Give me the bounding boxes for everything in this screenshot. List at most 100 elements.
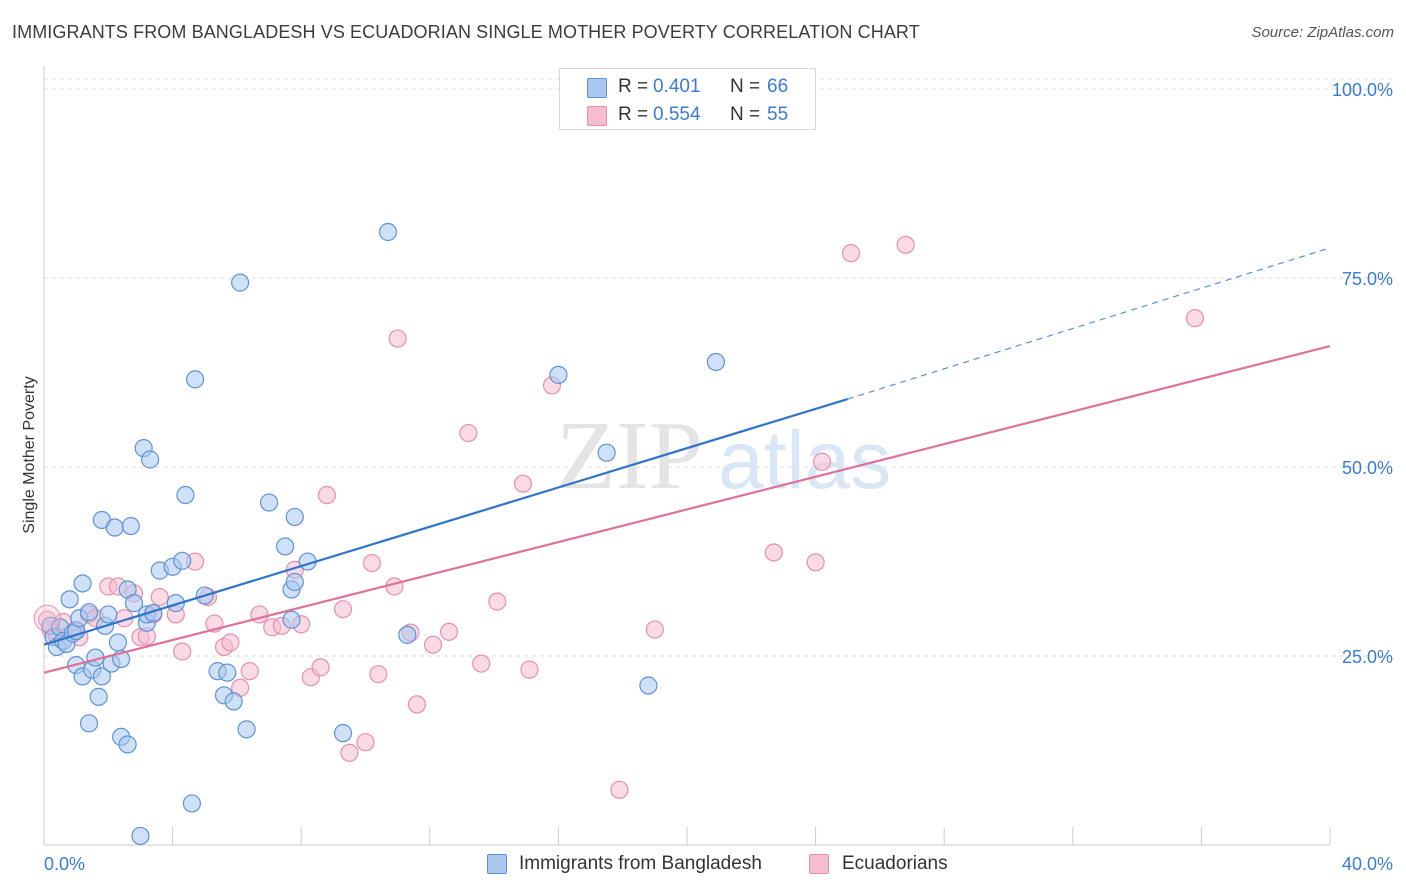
point-ecuadorian xyxy=(645,620,664,639)
legend-row-bangladesh: R = 0.401 N = 66 xyxy=(560,72,815,100)
legend-swatch-pink xyxy=(809,854,829,874)
point-bangladesh xyxy=(105,518,124,537)
point-bangladesh xyxy=(333,724,353,743)
point-ecuadorian xyxy=(472,654,491,673)
point-bangladesh xyxy=(186,370,205,389)
watermark-zip: ZIP xyxy=(556,402,703,510)
point-ecuadorian xyxy=(340,743,359,762)
point-bangladesh xyxy=(237,720,256,739)
point-bangladesh xyxy=(131,826,150,846)
legend-n-label: N = xyxy=(730,104,761,125)
point-ecuadorian xyxy=(806,553,825,572)
point-bangladesh xyxy=(89,687,108,706)
legend-swatch-pink xyxy=(587,106,607,126)
source-credit: Source: ZipAtlas.com xyxy=(1251,24,1394,41)
point-bangladesh xyxy=(166,594,185,613)
y-tick-label: 50.0% xyxy=(1342,458,1393,478)
point-bangladesh xyxy=(639,676,658,695)
point-bangladesh xyxy=(378,222,398,242)
point-bangladesh xyxy=(706,352,726,372)
correlation-legend: R = 0.401 N = 66 R = 0.554 N = 55 xyxy=(559,68,816,130)
point-bangladesh xyxy=(79,603,99,622)
point-ecuadorian xyxy=(150,587,169,607)
legend-swatch-blue xyxy=(487,854,507,874)
point-ecuadorian xyxy=(173,642,192,661)
point-bangladesh xyxy=(108,633,128,652)
point-ecuadorian xyxy=(764,543,783,562)
point-ecuadorian xyxy=(385,577,404,596)
point-ecuadorian xyxy=(333,600,353,619)
point-bangladesh xyxy=(118,735,137,754)
point-ecuadorian xyxy=(388,329,407,348)
point-ecuadorian xyxy=(841,244,861,263)
legend-r-label: R = xyxy=(618,104,649,125)
legend-row-ecuadorians: R = 0.554 N = 55 xyxy=(560,100,815,128)
point-bangladesh xyxy=(121,516,140,536)
series-legend: Immigrants from Bangladesh Ecuadorians xyxy=(0,852,1406,878)
chart-title: IMMIGRANTS FROM BANGLADESH VS ECUADORIAN… xyxy=(12,22,920,42)
data-points xyxy=(33,222,1205,846)
point-ecuadorian xyxy=(317,485,337,505)
legend-r-label: R = xyxy=(618,76,649,97)
x-tick-label: 0.0% xyxy=(44,854,85,874)
point-ecuadorian xyxy=(221,633,240,652)
watermark: ZIP atlas xyxy=(556,402,891,510)
point-bangladesh xyxy=(285,572,304,592)
point-bangladesh xyxy=(140,450,160,469)
point-bangladesh xyxy=(398,625,417,644)
trend-lines xyxy=(43,247,1331,674)
x-tick-label: 40.0% xyxy=(1342,854,1393,874)
point-bangladesh xyxy=(182,794,201,813)
point-ecuadorian xyxy=(459,423,478,443)
point-bangladesh xyxy=(60,590,79,609)
y-tick-label: 100.0% xyxy=(1332,80,1393,100)
point-bangladesh xyxy=(259,493,279,512)
point-ecuadorian xyxy=(896,235,915,254)
point-ecuadorian xyxy=(311,658,330,677)
point-bangladesh xyxy=(176,485,195,505)
point-ecuadorian xyxy=(423,635,443,654)
tick-labels: 25.0% 50.0% 75.0% 100.0% 0.0% 40.0% xyxy=(44,80,1393,874)
point-ecuadorian xyxy=(33,604,61,632)
point-ecuadorian xyxy=(407,695,427,714)
point-ecuadorian xyxy=(488,592,507,611)
point-ecuadorian xyxy=(1185,309,1205,328)
point-bangladesh xyxy=(73,574,92,593)
axes xyxy=(43,66,1331,846)
y-tick-label: 75.0% xyxy=(1342,269,1393,289)
trend-line-bangladesh-extension xyxy=(847,247,1331,400)
point-bangladesh xyxy=(285,507,304,527)
point-ecuadorian xyxy=(610,780,629,799)
point-bangladesh xyxy=(549,365,568,384)
point-bangladesh xyxy=(276,537,295,556)
point-bangladesh xyxy=(597,443,616,462)
legend-n-value: 55 xyxy=(767,104,789,125)
legend-n-label: N = xyxy=(730,76,761,97)
watermark-atlas: atlas xyxy=(718,415,891,506)
point-ecuadorian xyxy=(812,452,832,471)
point-bangladesh xyxy=(99,605,118,624)
trend-line-bangladesh xyxy=(43,397,849,646)
point-bangladesh xyxy=(231,273,250,292)
point-bangladesh xyxy=(79,714,99,733)
legend-n-value: 66 xyxy=(767,76,789,97)
point-ecuadorian xyxy=(240,662,259,681)
legend-label-ecuadorians: Ecuadorians xyxy=(842,853,948,874)
y-tick-label: 25.0% xyxy=(1342,647,1393,667)
point-ecuadorian xyxy=(520,660,539,679)
point-bangladesh xyxy=(92,667,111,686)
legend-r-value: 0.401 xyxy=(653,76,701,97)
point-bangladesh xyxy=(282,610,301,629)
legend-label-bangladesh: Immigrants from Bangladesh xyxy=(519,853,762,874)
point-bangladesh xyxy=(173,551,192,570)
point-bangladesh xyxy=(218,663,237,682)
point-bangladesh xyxy=(224,692,243,711)
point-bangladesh xyxy=(124,594,144,613)
point-ecuadorian xyxy=(356,733,375,752)
point-ecuadorian xyxy=(369,665,388,684)
point-ecuadorian xyxy=(513,474,533,493)
point-ecuadorian xyxy=(362,553,382,573)
point-ecuadorian xyxy=(439,622,459,641)
legend-r-value: 0.554 xyxy=(653,104,701,125)
